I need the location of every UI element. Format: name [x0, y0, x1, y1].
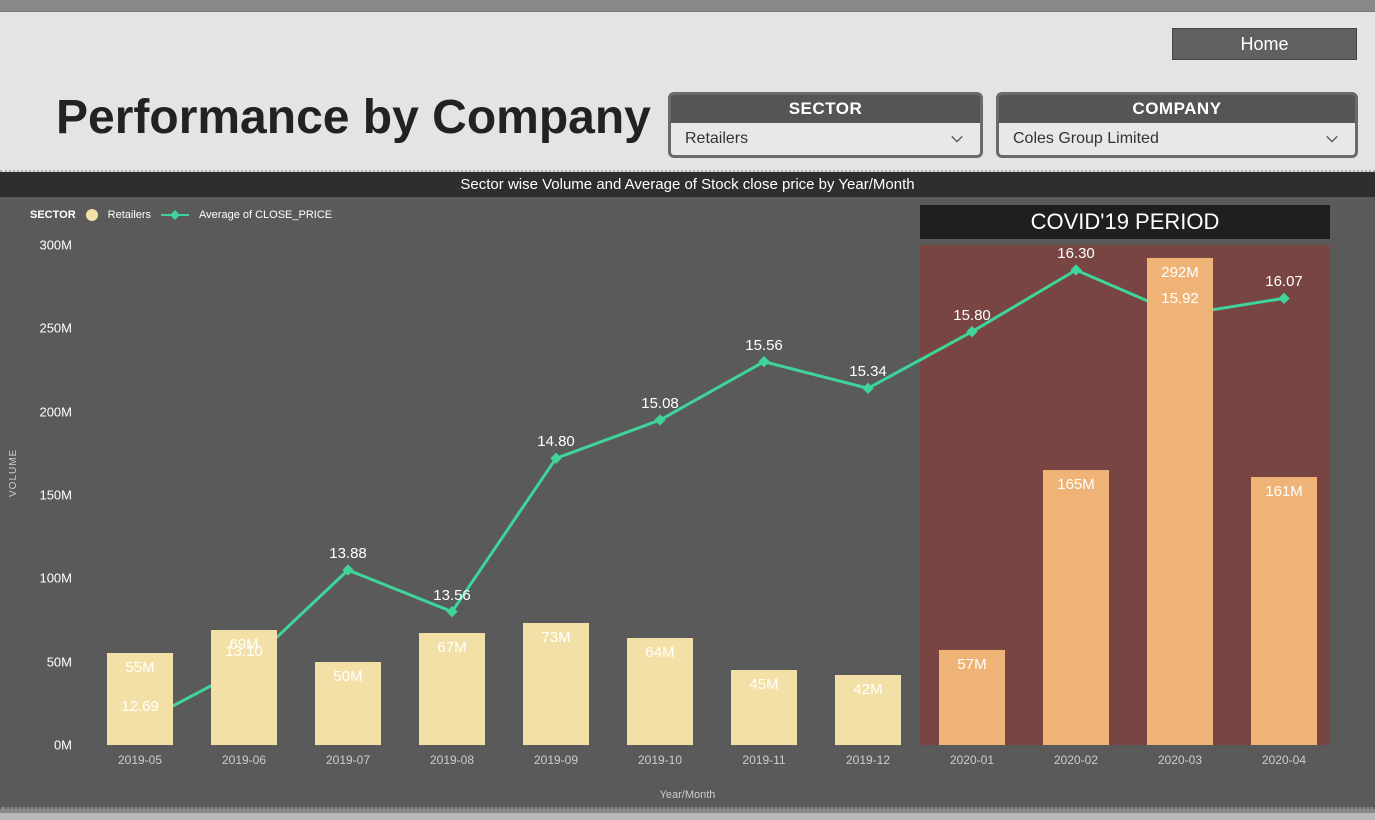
line-value-label: 13.10 — [225, 643, 263, 660]
covid-period-label: COVID'19 PERIOD — [1031, 209, 1220, 234]
bar-value-label: 45M — [731, 676, 797, 693]
legend-line-swatch — [161, 214, 189, 216]
covid-period-banner: COVID'19 PERIOD — [920, 205, 1330, 239]
x-tick-label: 2019-07 — [326, 753, 370, 767]
sector-dropdown-value: Retailers — [685, 130, 748, 148]
x-tick-label: 2019-09 — [534, 753, 578, 767]
line-value-label: 13.88 — [329, 545, 367, 562]
line-value-label: 15.56 — [745, 337, 783, 354]
y-tick-label: 100M — [39, 571, 72, 586]
volume-bar[interactable]: 64M — [627, 638, 693, 745]
x-tick-label: 2019-06 — [222, 753, 266, 767]
bar-value-label: 73M — [523, 629, 589, 646]
line-value-label: 15.08 — [641, 395, 679, 412]
volume-bar[interactable]: 45M — [731, 670, 797, 745]
y-tick-label: 250M — [39, 321, 72, 336]
line-value-label: 13.56 — [433, 587, 471, 604]
x-axis-title: Year/Month — [0, 789, 1375, 801]
line-value-label: 14.80 — [537, 433, 575, 450]
home-button-label: Home — [1240, 34, 1288, 55]
volume-bar[interactable]: 67M — [419, 633, 485, 745]
sector-filter-label: SECTOR — [671, 95, 980, 123]
window-top-strip — [0, 0, 1375, 12]
bar-value-label: 67M — [419, 639, 485, 656]
line-value-label: 15.80 — [953, 307, 991, 324]
chart-legend: SECTOR Retailers Average of CLOSE_PRICE — [30, 209, 332, 221]
volume-bar[interactable]: 50M — [315, 662, 381, 745]
x-tick-label: 2020-02 — [1054, 753, 1098, 767]
bar-value-label: 50M — [315, 668, 381, 685]
bar-value-label: 57M — [939, 656, 1005, 673]
volume-bar[interactable]: 165M — [1043, 470, 1109, 745]
company-filter-label: COMPANY — [999, 95, 1355, 123]
page-title: Performance by Company — [56, 90, 651, 145]
bar-value-label: 292M — [1147, 264, 1213, 281]
bar-value-label: 165M — [1043, 476, 1109, 493]
y-tick-label: 50M — [47, 654, 72, 669]
line-value-label: 12.69 — [121, 698, 159, 715]
x-tick-label: 2019-05 — [118, 753, 162, 767]
legend-bar-swatch — [86, 209, 98, 221]
bar-value-label: 42M — [835, 681, 901, 698]
line-value-label: 16.07 — [1265, 273, 1303, 290]
y-tick-label: 300M — [39, 238, 72, 253]
legend-group-label: SECTOR — [30, 209, 76, 221]
company-dropdown-value: Coles Group Limited — [1013, 130, 1159, 148]
x-tick-label: 2019-12 — [846, 753, 890, 767]
bar-value-label: 55M — [107, 659, 173, 676]
bar-value-label: 64M — [627, 644, 693, 661]
volume-bar[interactable]: 73M — [523, 623, 589, 745]
chevron-down-icon — [948, 130, 966, 148]
y-axis-title: VOLUME — [8, 449, 19, 497]
line-value-label: 15.92 — [1161, 290, 1199, 307]
x-tick-label: 2019-10 — [638, 753, 682, 767]
y-tick-label: 200M — [39, 404, 72, 419]
chevron-down-icon — [1323, 130, 1341, 148]
chart-plot: 0M50M100M150M200M250M300M55M2019-0569M20… — [80, 245, 1340, 745]
x-tick-label: 2020-03 — [1158, 753, 1202, 767]
y-tick-label: 150M — [39, 488, 72, 503]
company-dropdown[interactable]: Coles Group Limited — [999, 123, 1355, 155]
bar-value-label: 161M — [1251, 483, 1317, 500]
sector-filter: SECTOR Retailers — [668, 92, 983, 158]
volume-bar[interactable]: 42M — [835, 675, 901, 745]
x-tick-label: 2020-01 — [950, 753, 994, 767]
volume-bar[interactable]: 292M — [1147, 258, 1213, 745]
company-filter: COMPANY Coles Group Limited — [996, 92, 1358, 158]
line-value-label: 15.34 — [849, 363, 887, 380]
sector-dropdown[interactable]: Retailers — [671, 123, 980, 155]
chart-area: SECTOR Retailers Average of CLOSE_PRICE … — [0, 197, 1375, 807]
legend-line-label: Average of CLOSE_PRICE — [199, 209, 332, 221]
volume-bar[interactable]: 161M — [1251, 477, 1317, 745]
y-tick-label: 0M — [54, 738, 72, 753]
line-value-label: 16.30 — [1057, 245, 1095, 262]
legend-bar-label: Retailers — [108, 209, 151, 221]
header: Home Performance by Company SECTOR Retai… — [0, 12, 1375, 172]
x-tick-label: 2019-11 — [742, 753, 785, 767]
window-bottom-strip — [0, 807, 1375, 813]
home-button[interactable]: Home — [1172, 28, 1357, 60]
volume-bar[interactable]: 57M — [939, 650, 1005, 745]
chart-title: Sector wise Volume and Average of Stock … — [0, 172, 1375, 197]
x-tick-label: 2019-08 — [430, 753, 474, 767]
x-tick-label: 2020-04 — [1262, 753, 1306, 767]
